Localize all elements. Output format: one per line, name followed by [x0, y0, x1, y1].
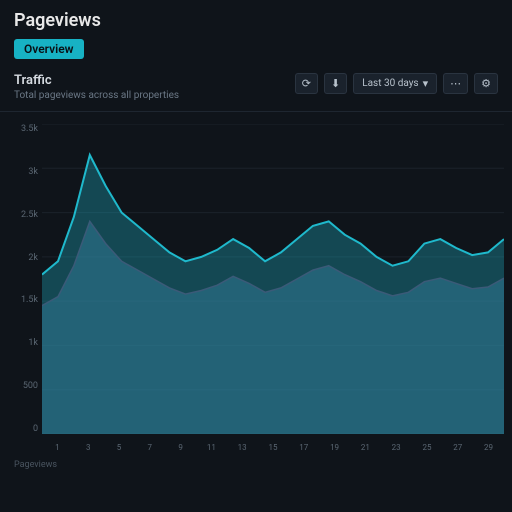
x-tick-label: 19: [319, 443, 350, 452]
x-tick-label: 17: [288, 443, 319, 452]
tab-overview[interactable]: Overview: [14, 39, 84, 59]
more-icon: ⋯: [450, 78, 461, 89]
x-tick-label: 11: [196, 443, 227, 452]
panel-subtitle: Traffic: [14, 73, 295, 88]
x-tick-label: 15: [258, 443, 289, 452]
download-icon: ⬇: [331, 78, 340, 89]
chevron-down-icon: ▾: [423, 78, 429, 89]
y-tick-label: 0: [8, 424, 38, 434]
y-axis: 3.5k 3k 2.5k 2k 1.5k 1k 500 0: [8, 124, 38, 434]
chart-plot[interactable]: [42, 124, 504, 434]
chart-area: 3.5k3k2.5k2k1.5k1k5000 13579111315171921…: [0, 112, 512, 472]
y-tick-label: 1k: [8, 338, 38, 348]
refresh-button[interactable]: ⟳: [295, 73, 318, 94]
x-tick-label: 21: [350, 443, 381, 452]
y-tick-label: 2.5k: [8, 210, 38, 220]
x-tick-label: 1: [42, 443, 73, 452]
date-range-label: Last 30 days: [362, 78, 418, 89]
x-tick-label: 3: [73, 443, 104, 452]
download-button[interactable]: ⬇: [324, 73, 347, 94]
x-tick-label: 25: [412, 443, 443, 452]
panel-description: Total pageviews across all properties: [14, 90, 295, 101]
x-tick-label: 9: [165, 443, 196, 452]
y-tick-label: 1.5k: [8, 295, 38, 305]
date-range-select[interactable]: Last 30 days ▾: [353, 73, 437, 94]
x-axis: 1357911131517192123252729: [42, 443, 504, 452]
x-tick-label: 29: [473, 443, 504, 452]
y-tick-label: 3k: [8, 167, 38, 177]
tab-bar: Overview: [14, 39, 498, 59]
settings-button[interactable]: ⚙: [474, 73, 498, 94]
x-tick-label: 5: [104, 443, 135, 452]
y-tick-label: 2k: [8, 253, 38, 263]
y-tick-label: 500: [8, 381, 38, 391]
x-tick-label: 27: [442, 443, 473, 452]
controls-bar: Traffic Total pageviews across all prope…: [0, 65, 512, 112]
gear-icon: ⚙: [481, 78, 491, 89]
more-menu-button[interactable]: ⋯: [443, 73, 468, 94]
y-tick-label: 3.5k: [8, 124, 38, 134]
x-tick-label: 23: [381, 443, 412, 452]
legend-hint: Pageviews: [14, 460, 57, 470]
page-title: Pageviews: [14, 10, 498, 31]
x-tick-label: 13: [227, 443, 258, 452]
x-tick-label: 7: [134, 443, 165, 452]
refresh-icon: ⟳: [302, 78, 311, 89]
